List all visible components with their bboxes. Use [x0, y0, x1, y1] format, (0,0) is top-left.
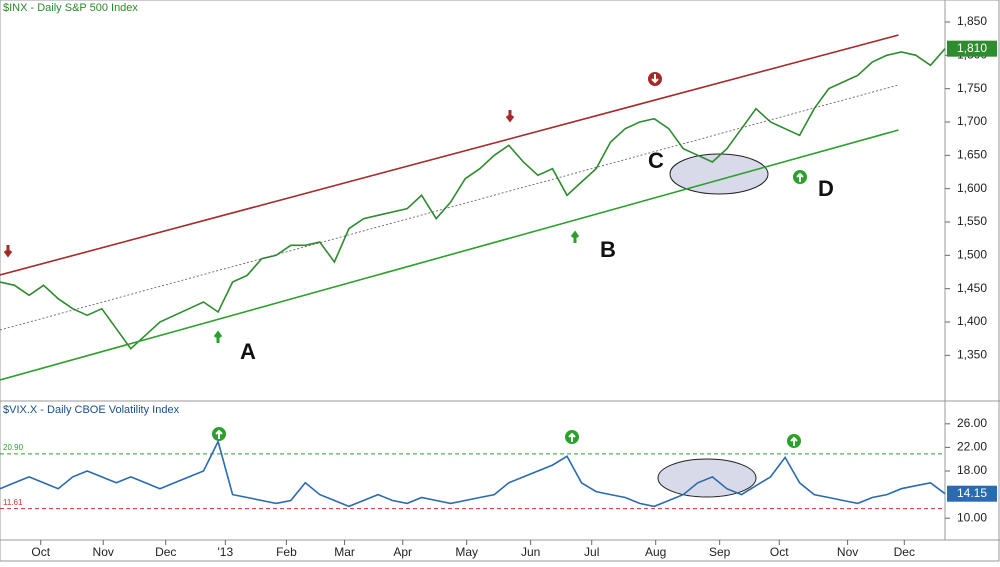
x-tick-label: Jul [584, 545, 599, 559]
highlight-ellipse [657, 458, 757, 498]
annotation: B [600, 237, 616, 262]
series-line [0, 34, 899, 276]
x-tick-label: Dec [894, 545, 915, 559]
y-tick-label: 1,400 [957, 314, 987, 328]
x-tick-label: May [455, 545, 478, 559]
x-tick-label: Aug [645, 545, 666, 559]
x-tick-label: Apr [393, 545, 412, 559]
x-tick-label: Mar [334, 545, 355, 559]
series-line [0, 129, 899, 381]
y-tick-label: 22.00 [957, 440, 987, 454]
x-tick-label: Nov [93, 545, 114, 559]
y-tick-label: 1,450 [957, 281, 987, 295]
chart-title: $INX - Daily S&P 500 Index [3, 2, 138, 14]
x-tick-label: Sep [709, 545, 731, 559]
signal-icons [3, 72, 807, 448]
x-tick-label: Nov [837, 545, 858, 559]
x-tick-label: '13 [218, 545, 234, 559]
annotation: A [240, 339, 256, 364]
last-value-label: 1,810 [957, 41, 987, 55]
y-tick-label: 1,550 [957, 214, 987, 228]
y-tick-label: 18.00 [957, 463, 987, 477]
y-tick-label: 10.00 [957, 510, 987, 524]
last-value-label: 14.15 [957, 486, 987, 500]
y-tick-label: 1,750 [957, 81, 987, 95]
series-line [0, 439, 946, 508]
y-tick-label: 1,350 [957, 348, 987, 362]
chart-title: $VIX.X - Daily CBOE Volatility Index [3, 404, 180, 416]
reference-label: 11.61 [3, 498, 23, 507]
x-tick-label: Jun [521, 545, 540, 559]
reference-label: 20.90 [3, 443, 24, 452]
series-line [0, 84, 899, 331]
annotation: D [818, 176, 834, 201]
x-tick-label: Oct [770, 545, 789, 559]
y-tick-label: 1,650 [957, 148, 987, 162]
last-value-box [947, 40, 997, 57]
annotation: C [648, 148, 664, 173]
y-tick-label: 1,850 [957, 14, 987, 28]
x-tick-label: Dec [155, 545, 176, 559]
y-tick-label: 1,700 [957, 114, 987, 128]
series-line [0, 48, 946, 350]
y-tick-label: 1,500 [957, 248, 987, 262]
y-tick-label: 1,600 [957, 181, 987, 195]
y-tick-label: 26.00 [957, 416, 987, 430]
last-value-box [947, 485, 997, 502]
highlight-ellipse [669, 153, 769, 195]
x-tick-label: Oct [31, 545, 50, 559]
x-tick-label: Feb [276, 545, 297, 559]
